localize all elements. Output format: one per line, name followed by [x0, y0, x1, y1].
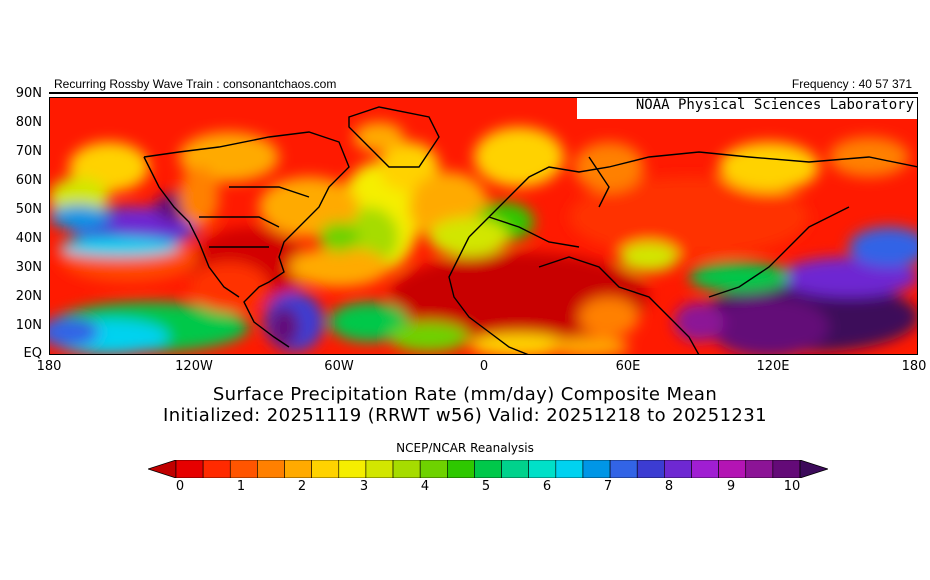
colorbar-swatch — [257, 460, 285, 478]
colorbar-swatch — [691, 460, 719, 478]
colorbar-swatch — [528, 460, 557, 478]
lon-label: 60E — [615, 359, 641, 374]
chart-subtitle: Initialized: 20251119 (RRWT w56) Valid: … — [163, 405, 767, 426]
colorbar-swatch — [555, 460, 584, 478]
colorbar-swatch — [582, 460, 611, 478]
data-source-label: NCEP/NCAR Reanalysis — [396, 441, 534, 455]
colorbar-swatch — [609, 460, 638, 478]
colorbar-swatch — [229, 460, 258, 478]
lat-label: 70N — [15, 144, 42, 159]
colorbar-label: 10 — [783, 479, 801, 494]
precipitation-map — [49, 97, 918, 355]
lab-label-box — [577, 97, 918, 119]
lat-label: 30N — [15, 260, 42, 275]
header-left-text: Recurring Rossby Wave Train : consonantc… — [54, 77, 337, 91]
colorbar-label: 2 — [297, 479, 307, 494]
map-frame — [49, 97, 918, 355]
colorbar-label: 6 — [542, 479, 552, 494]
lon-label: 60W — [324, 359, 354, 374]
colorbar-label: 7 — [603, 479, 613, 494]
colorbar-label: 3 — [359, 479, 369, 494]
lon-label: 180 — [36, 359, 62, 374]
lat-label: 40N — [15, 231, 42, 246]
continent-outlines — [143, 106, 918, 355]
colorbar-label: 8 — [664, 479, 674, 494]
colorbar-swatch — [202, 460, 231, 478]
colorbar-swatch — [636, 460, 665, 478]
lon-label: 120W — [175, 359, 213, 374]
lat-label: 50N — [15, 202, 42, 217]
colorbar-swatch — [365, 460, 394, 478]
lat-label: 60N — [15, 173, 42, 188]
colorbar-swatch — [284, 460, 312, 478]
colorbar-swatch — [447, 460, 475, 478]
lat-label: 20N — [15, 289, 42, 304]
colorbar-swatch — [338, 460, 367, 478]
lat-label: 10N — [15, 318, 42, 333]
colorbar-label: 9 — [726, 479, 736, 494]
lon-label: 180 — [901, 359, 927, 374]
colorbar-swatch — [501, 460, 529, 478]
colorbar-label: 4 — [420, 479, 430, 494]
colorbar-swatch — [175, 460, 204, 478]
colorbar-max-arrow — [799, 460, 828, 478]
colorbar-swatch — [664, 460, 692, 478]
lab-label: NOAA Physical Sciences Laboratory — [635, 97, 914, 113]
colorbar-swatch — [419, 460, 448, 478]
lat-label: 90N — [15, 86, 42, 101]
colorbar-label: 5 — [481, 479, 491, 494]
colorbar-swatch — [718, 460, 747, 478]
header-frequency-text: Frequency : 40 57 371 — [791, 77, 912, 91]
chart-title: Surface Precipitation Rate (mm/day) Comp… — [212, 384, 718, 405]
lat-label: EQ — [23, 346, 42, 361]
lat-label: 80N — [15, 115, 42, 130]
colorbar — [148, 460, 828, 478]
map-top-border — [49, 92, 918, 94]
precip-field-blobs — [49, 122, 918, 355]
colorbar-label: 0 — [175, 479, 185, 494]
lon-label: 120E — [756, 359, 790, 374]
colorbar-swatch — [311, 460, 340, 478]
colorbar-swatch — [392, 460, 421, 478]
lon-label: 0 — [479, 359, 489, 374]
colorbar-swatch — [474, 460, 502, 478]
colorbar-swatch — [772, 460, 801, 478]
colorbar-label: 1 — [236, 479, 246, 494]
colorbar-min-arrow — [148, 460, 177, 478]
colorbar-swatch — [745, 460, 774, 478]
